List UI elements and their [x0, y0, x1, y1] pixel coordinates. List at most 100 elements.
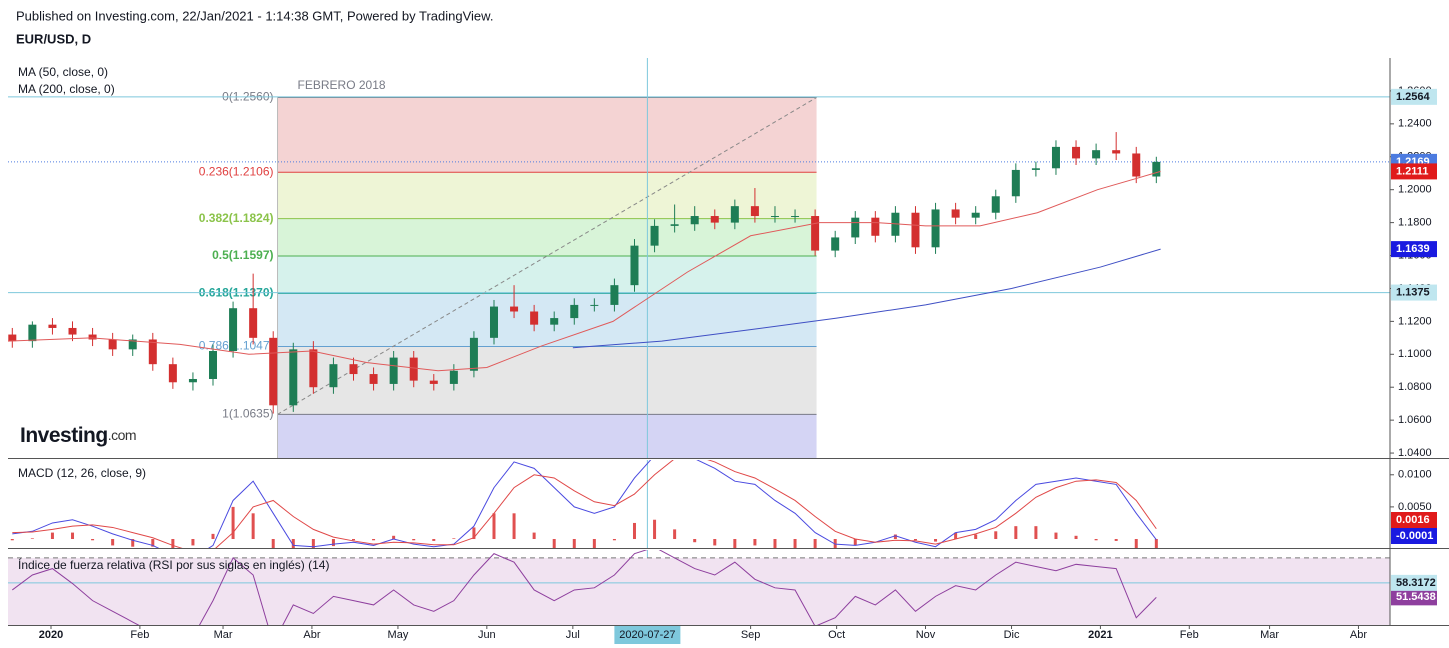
x-tick-label: Mar	[214, 629, 233, 641]
fib-zone	[277, 97, 817, 173]
candle-body	[610, 285, 619, 305]
histogram-bar	[853, 539, 857, 546]
candle-body	[329, 364, 338, 388]
symbol: EUR/USD, D	[16, 31, 91, 46]
histogram-bar	[532, 532, 536, 540]
histogram-bar	[1134, 539, 1138, 548]
macd-value-label: 0.0016	[1396, 514, 1430, 526]
histogram-bar	[372, 539, 376, 541]
x-tick-label: Nov	[916, 629, 936, 641]
histogram-bar	[1094, 539, 1098, 541]
candle-body	[148, 339, 157, 365]
fib-zone	[277, 414, 817, 458]
macd-line	[12, 460, 1157, 548]
histogram-bar	[592, 539, 596, 548]
candle-body	[188, 378, 197, 383]
candle-body	[1092, 150, 1101, 159]
candle-body	[570, 304, 579, 319]
histogram-bar	[211, 533, 215, 540]
candle-body	[750, 206, 759, 217]
x-tick-label: 2020	[39, 629, 63, 641]
candle-body	[710, 216, 719, 223]
macd-pane	[10, 460, 1158, 548]
histogram-bar	[1114, 539, 1118, 541]
rsi-pane	[8, 550, 1390, 625]
price-pane: 0(1.2560)0.236(1.2106)0.382(1.1824)0.5(1…	[8, 58, 1390, 458]
candle-body	[911, 212, 920, 248]
histogram-bar	[773, 539, 777, 548]
candle-body	[429, 380, 438, 384]
candle-body	[991, 196, 1000, 213]
x-tick-label: Dic	[1004, 629, 1020, 641]
candle-body	[209, 351, 218, 379]
candle-body	[831, 237, 840, 251]
rsi-value-label-box	[1391, 589, 1437, 606]
h-line-label-box	[1391, 284, 1437, 301]
crosshair-box	[614, 626, 681, 644]
ma-line	[572, 248, 1161, 349]
logo-suffix: .com	[108, 427, 136, 443]
histogram-bar	[753, 539, 757, 546]
histogram-bar	[552, 539, 556, 548]
candle-body	[168, 364, 177, 383]
x-tick-label: May	[388, 629, 409, 641]
y-tick-label: 1.1000	[1398, 348, 1432, 360]
y-tick-label: 1.0600	[1398, 414, 1432, 426]
ma-label-box	[1391, 163, 1437, 180]
macd-value-label: -0.0001	[1396, 530, 1433, 542]
x-tick-label: Jul	[566, 629, 580, 641]
candle-body	[931, 209, 940, 248]
candle-body	[530, 311, 539, 325]
candle-body	[871, 217, 880, 236]
fib-label: 1(1.0635)	[222, 407, 273, 421]
histogram-bar	[1014, 526, 1018, 540]
x-tick-label: 2021	[1088, 629, 1112, 641]
fib-label: 0.5(1.1597)	[212, 248, 273, 262]
histogram-bar	[1154, 539, 1158, 548]
histogram-bar	[793, 539, 797, 548]
logo-main: Investing	[20, 424, 108, 447]
fib-zone	[277, 256, 817, 294]
candle-body	[489, 306, 498, 338]
candle-body	[309, 349, 318, 388]
fib-zone	[277, 172, 817, 219]
candle-body	[128, 339, 137, 350]
published: Published on Investing.com, 22/Jan/2021 …	[16, 8, 493, 23]
candle-body	[68, 327, 77, 335]
x-tick-label: Feb	[1180, 629, 1199, 641]
macd-value-label-box	[1391, 528, 1437, 544]
ma-line	[8, 170, 1161, 372]
crosshair-label: 2020-07-27	[619, 629, 675, 641]
candle-body	[630, 245, 639, 286]
histogram-bar	[693, 539, 697, 543]
ma-label: 1.2111	[1396, 165, 1428, 177]
y-tick-label: 1.0800	[1398, 381, 1432, 393]
rsi-band	[8, 557, 1390, 625]
h-line-label-box	[1391, 88, 1437, 105]
histogram-bar	[432, 539, 436, 541]
histogram-bar	[572, 539, 576, 548]
legend-ma50: MA (50, close, 0)	[18, 65, 108, 79]
histogram-bar	[1074, 535, 1078, 540]
histogram-bar	[733, 539, 737, 548]
histogram-bar	[994, 531, 998, 540]
rsi-level-label-box	[1391, 574, 1437, 591]
histogram-bar	[392, 535, 396, 540]
candle-body	[951, 209, 960, 218]
macd-title: MACD (12, 26, close, 9)	[18, 466, 146, 480]
candle-body	[469, 337, 478, 371]
candle-body	[108, 339, 117, 350]
candle-body	[449, 370, 458, 384]
histogram-bar	[974, 534, 978, 540]
candle-body	[650, 225, 659, 246]
rsi-value-label: 51.5438	[1396, 591, 1436, 603]
candle-body	[269, 337, 278, 406]
histogram-bar	[913, 539, 917, 541]
fib-trend	[277, 97, 817, 415]
histogram-bar	[10, 539, 14, 541]
candle-body	[349, 364, 358, 375]
histogram-bar	[131, 539, 135, 547]
histogram-bar	[30, 538, 34, 540]
histogram-bar	[612, 539, 616, 541]
histogram-bar	[311, 539, 315, 548]
